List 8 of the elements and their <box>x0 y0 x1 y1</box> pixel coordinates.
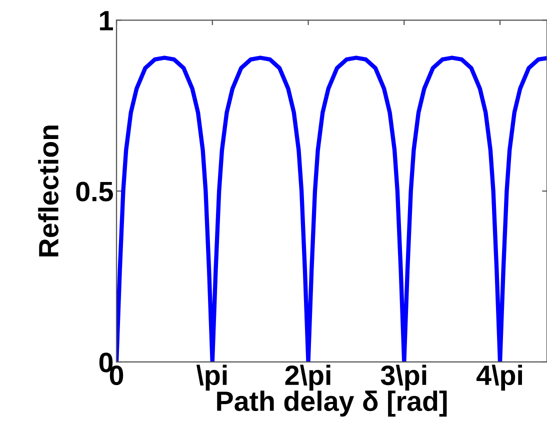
x-tick-label: 3\pi <box>380 364 426 391</box>
y-tick-label: 0.5 <box>76 182 113 202</box>
y-tick-label: 1 <box>100 11 113 30</box>
x-tick-label: \pi <box>196 364 227 391</box>
x-tick-label: 4\pi <box>476 364 522 391</box>
x-axis-title: Path delay δ [rad] <box>217 390 447 417</box>
y-axis-title: Reflection <box>38 126 59 256</box>
x-tick-label: 2\pi <box>285 364 330 391</box>
